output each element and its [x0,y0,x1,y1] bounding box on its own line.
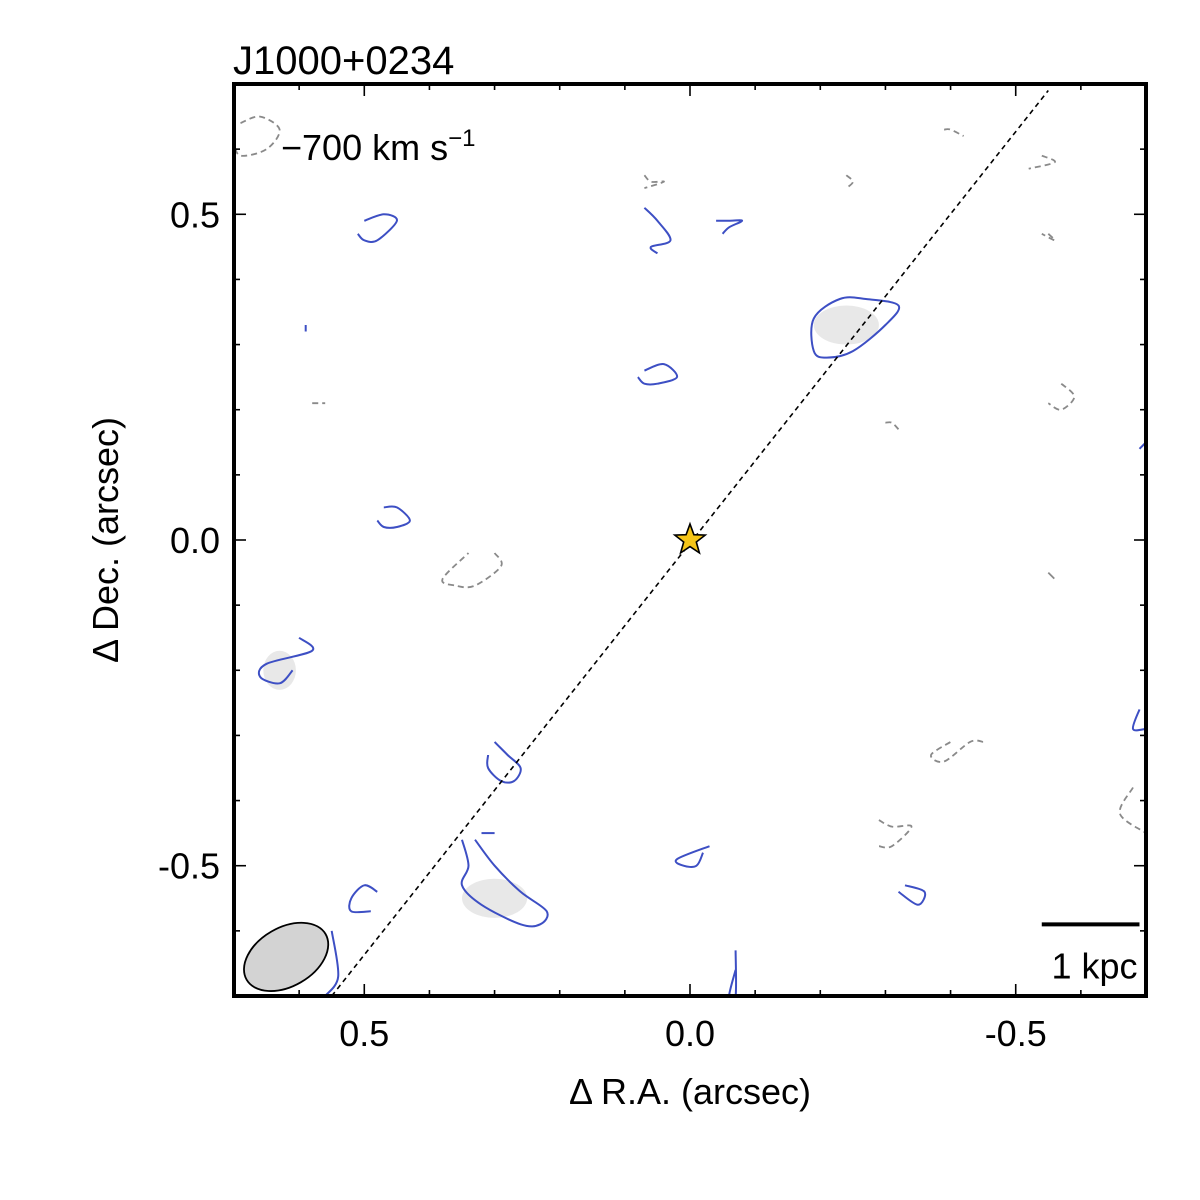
plot-frame [232,82,1148,998]
positive-contour [460,839,549,928]
y-tick-label: 0.5 [170,194,220,235]
negative-contour [1028,154,1056,170]
negative-contour [878,819,913,849]
negative-contour [885,421,900,430]
positive-contour [1131,709,1146,732]
negative-contour [441,552,503,589]
negative-contour [1047,383,1076,411]
velocity-annotation-superscript: −1 [448,125,475,152]
emission-layer [263,305,879,918]
emission-blob [462,878,528,918]
negative-contours [234,115,1146,996]
x-tick-label: 0.0 [665,1013,715,1054]
positive-contour [376,505,411,529]
velocity-annotation: −700 km s−1 [281,125,475,168]
chart-title: J1000+0234 [233,39,454,83]
negative-contour [1041,233,1056,242]
y-tick-label: 0.0 [170,520,220,561]
beam-layer [243,921,330,992]
x-tick-label: 0.5 [339,1013,389,1054]
x-axis-label: Δ R.A. (arcsec) [569,1071,811,1112]
negative-contour [643,174,665,190]
positive-contour [257,636,315,685]
negative-contour [1118,787,1146,834]
positive-contour [348,884,378,914]
y-axis-label: Δ Dec. (arcsec) [85,417,126,663]
negative-contour [845,174,854,189]
positive-contours [257,207,1146,996]
x-tick-label: -0.5 [985,1013,1047,1054]
negative-contour [944,128,965,137]
source-star-marker [672,521,708,555]
scale-bar: 1 kpc [1041,922,1140,986]
positive-contour [897,884,927,906]
positive-contour [486,741,522,784]
scale-bar-label: 1 kpc [1051,945,1137,986]
star-layer [672,521,708,555]
emission-blob [813,305,879,345]
y-tick-label: -0.5 [158,846,220,887]
negative-contour [1047,571,1056,580]
beam-ellipse [243,921,330,992]
positive-contour [324,930,340,996]
positive-contour [716,219,744,235]
positive-contour [674,845,710,868]
positive-contour [810,296,901,359]
positive-contour [643,207,672,255]
positive-contour [357,213,398,244]
axis-ticks: 0.5 0.0 -0.5 0.5 0.0 -0.5 [158,84,1146,1054]
positive-contour [637,363,679,386]
emission-blob [263,650,296,690]
positive-contour [728,950,738,996]
